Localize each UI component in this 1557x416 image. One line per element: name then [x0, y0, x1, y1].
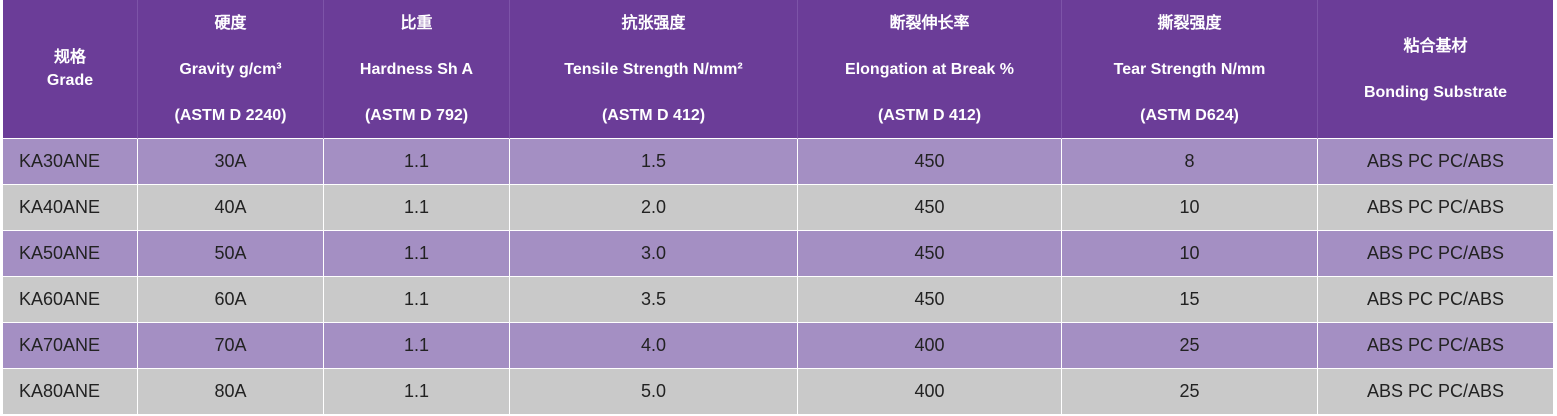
cell-tensile: 3.5: [510, 277, 798, 323]
header-en: Tensile Strength N/mm²: [564, 60, 743, 78]
cell-gravity: 40A: [138, 185, 324, 231]
header-zh: 规格: [53, 49, 86, 66]
cell-tear: 10: [1062, 185, 1318, 231]
header-tear-strength: 撕裂强度 Tear Strength N/mm (ASTM D624): [1062, 0, 1318, 139]
table-header: 规格 Grade 硬度 Gravity g/cm³ (ASTM D 2240) …: [3, 0, 1553, 139]
cell-gravity: 60A: [138, 277, 324, 323]
header-hardness: 比重 Hardness Sh A (ASTM D 792): [324, 0, 510, 139]
cell-grade: KA50ANE: [3, 231, 138, 277]
header-bonding-substrate: 粘合基材 Bonding Substrate: [1318, 0, 1553, 139]
table-row: KA80ANE 80A 1.1 5.0 400 25 ABS PC PC/ABS: [3, 369, 1553, 415]
header-standard: (ASTM D 412): [877, 106, 982, 124]
header-elongation: 断裂伸长率 Elongation at Break % (ASTM D 412): [798, 0, 1062, 139]
cell-tensile: 1.5: [510, 139, 798, 185]
header-standard: (ASTM D 412): [601, 106, 706, 124]
header-zh: 比重: [400, 14, 433, 32]
cell-gravity: 70A: [138, 323, 324, 369]
cell-substrate: ABS PC PC/ABS: [1318, 369, 1553, 415]
cell-gravity: 50A: [138, 231, 324, 277]
header-en: Tear Strength N/mm: [1113, 60, 1266, 78]
table-row: KA50ANE 50A 1.1 3.0 450 10 ABS PC PC/ABS: [3, 231, 1553, 277]
cell-hardness: 1.1: [324, 231, 510, 277]
header-zh: 粘合基材: [1403, 37, 1468, 55]
table-row: KA40ANE 40A 1.1 2.0 450 10 ABS PC PC/ABS: [3, 185, 1553, 231]
table-row: KA60ANE 60A 1.1 3.5 450 15 ABS PC PC/ABS: [3, 277, 1553, 323]
cell-tensile: 3.0: [510, 231, 798, 277]
header-gravity: 硬度 Gravity g/cm³ (ASTM D 2240): [138, 0, 324, 139]
header-standard: (ASTM D 2240): [174, 106, 287, 124]
header-en: Hardness Sh A: [359, 60, 474, 78]
header-en: Bonding Substrate: [1363, 83, 1508, 101]
table-row: KA70ANE 70A 1.1 4.0 400 25 ABS PC PC/ABS: [3, 323, 1553, 369]
cell-hardness: 1.1: [324, 323, 510, 369]
cell-grade: KA80ANE: [3, 369, 138, 415]
cell-elongation: 400: [798, 369, 1062, 415]
cell-tensile: 4.0: [510, 323, 798, 369]
cell-hardness: 1.1: [324, 185, 510, 231]
cell-gravity: 30A: [138, 139, 324, 185]
cell-substrate: ABS PC PC/ABS: [1318, 231, 1553, 277]
header-standard: (ASTM D 792): [364, 106, 469, 124]
cell-grade: KA40ANE: [3, 185, 138, 231]
cell-tear: 25: [1062, 369, 1318, 415]
cell-hardness: 1.1: [324, 139, 510, 185]
cell-substrate: ABS PC PC/ABS: [1318, 139, 1553, 185]
cell-tensile: 5.0: [510, 369, 798, 415]
header-en: Grade: [46, 72, 94, 89]
cell-hardness: 1.1: [324, 369, 510, 415]
cell-tear: 25: [1062, 323, 1318, 369]
header-en: Elongation at Break %: [845, 60, 1014, 78]
cell-grade: KA70ANE: [3, 323, 138, 369]
cell-grade: KA30ANE: [3, 139, 138, 185]
cell-substrate: ABS PC PC/ABS: [1318, 185, 1553, 231]
header-zh: 抗张强度: [621, 14, 686, 32]
cell-grade: KA60ANE: [3, 277, 138, 323]
header-zh: 硬度: [214, 14, 247, 32]
header-en: Gravity g/cm³: [179, 60, 282, 78]
header-zh: 断裂伸长率: [889, 14, 970, 32]
cell-substrate: ABS PC PC/ABS: [1318, 277, 1553, 323]
cell-substrate: ABS PC PC/ABS: [1318, 323, 1553, 369]
header-grade: 规格 Grade: [3, 0, 138, 139]
table-row: KA30ANE 30A 1.1 1.5 450 8 ABS PC PC/ABS: [3, 139, 1553, 185]
cell-elongation: 450: [798, 185, 1062, 231]
header-zh: 撕裂强度: [1157, 14, 1222, 32]
cell-hardness: 1.1: [324, 277, 510, 323]
spec-table: 规格 Grade 硬度 Gravity g/cm³ (ASTM D 2240) …: [3, 0, 1553, 415]
header-standard: (ASTM D624): [1140, 106, 1239, 124]
header-tensile-strength: 抗张强度 Tensile Strength N/mm² (ASTM D 412): [510, 0, 798, 139]
cell-tear: 15: [1062, 277, 1318, 323]
cell-elongation: 400: [798, 323, 1062, 369]
cell-elongation: 450: [798, 139, 1062, 185]
cell-elongation: 450: [798, 277, 1062, 323]
table-body: KA30ANE 30A 1.1 1.5 450 8 ABS PC PC/ABS …: [3, 139, 1553, 415]
cell-elongation: 450: [798, 231, 1062, 277]
cell-tensile: 2.0: [510, 185, 798, 231]
cell-gravity: 80A: [138, 369, 324, 415]
cell-tear: 10: [1062, 231, 1318, 277]
header-row: 规格 Grade 硬度 Gravity g/cm³ (ASTM D 2240) …: [3, 0, 1553, 139]
cell-tear: 8: [1062, 139, 1318, 185]
